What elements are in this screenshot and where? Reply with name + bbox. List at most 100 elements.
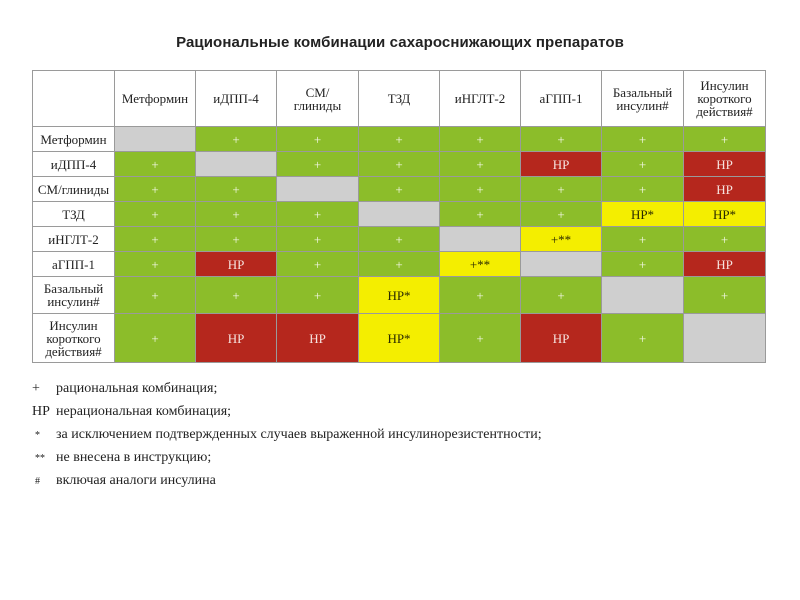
matrix-cell: + [520, 176, 602, 202]
legend-item: * за исключением подтвержденных случаев … [32, 423, 772, 446]
matrix-cell: + [601, 126, 684, 152]
matrix-cell: НР* [683, 201, 766, 227]
column-header-ingl2: иНГЛТ-2 [439, 70, 521, 127]
header-row: Метформин иДПП-4 СМ/ глиниды ТЗД иНГЛТ-2… [32, 70, 766, 127]
matrix-cell: НР [276, 313, 359, 363]
matrix-cell: + [601, 226, 684, 252]
row-header: СМ/глиниды [32, 176, 115, 202]
legend-symbol: * [35, 430, 40, 441]
matrix-cell [195, 151, 277, 177]
matrix-cell: + [276, 226, 359, 252]
column-header-basal-insulin: Базальный инсулин# [601, 70, 684, 127]
legend-symbol: НР [32, 404, 50, 419]
matrix-cell: + [114, 151, 196, 177]
matrix-cell: + [358, 151, 440, 177]
matrix-cell: + [114, 276, 196, 314]
legend-symbol: # [35, 476, 40, 487]
column-header-short-insulin: Инсулин короткого действия# [683, 70, 766, 127]
table-row: Метформин + + + + + + + [32, 126, 766, 152]
matrix-cell: + [358, 176, 440, 202]
matrix-cell: +** [439, 251, 521, 277]
matrix-cell: НР [520, 313, 602, 363]
column-header-idpp4: иДПП-4 [195, 70, 277, 127]
matrix-cell: + [439, 313, 521, 363]
column-header-agpp1: аГПП-1 [520, 70, 602, 127]
matrix-cell: + [358, 226, 440, 252]
matrix-cell: + [276, 276, 359, 314]
matrix-cell: + [114, 201, 196, 227]
matrix-cell: НР [520, 151, 602, 177]
matrix-cell: + [195, 276, 277, 314]
matrix-cell [683, 313, 766, 363]
row-header: иНГЛТ-2 [32, 226, 115, 252]
table-row: иДПП-4 + + + + НР + НР [32, 151, 766, 177]
legend-item: + рациональная комбинация; [32, 377, 772, 400]
table-row: Инсулин короткого действия# + НР НР НР* … [32, 313, 766, 363]
matrix-cell: + [195, 226, 277, 252]
corner-cell [32, 70, 115, 127]
legend: + рациональная комбинация; НР нерационал… [32, 377, 772, 492]
matrix-cell: + [114, 313, 196, 363]
row-header: ТЗД [32, 201, 115, 227]
column-header-sm-glinides: СМ/ глиниды [276, 70, 359, 127]
matrix-cell: + [683, 126, 766, 152]
legend-item: НР нерациональная комбинация; [32, 400, 772, 423]
matrix-cell: + [683, 226, 766, 252]
row-header: иДПП-4 [32, 151, 115, 177]
matrix-cell: + [276, 151, 359, 177]
matrix-cell: + [439, 201, 521, 227]
table-row: Базальный инсулин# + + + НР* + + + [32, 276, 766, 314]
matrix-cell: + [601, 176, 684, 202]
row-header: Метформин [32, 126, 115, 152]
matrix-cell: + [520, 276, 602, 314]
matrix-cell: + [114, 226, 196, 252]
matrix-cell [439, 226, 521, 252]
matrix-cell: +** [520, 226, 602, 252]
matrix-cell: + [276, 126, 359, 152]
matrix-cell: + [195, 126, 277, 152]
matrix-cell: + [358, 251, 440, 277]
matrix-cell: НР* [358, 313, 440, 363]
matrix-cell: + [601, 251, 684, 277]
matrix-cell: + [114, 251, 196, 277]
matrix-cell: НР* [601, 201, 684, 227]
legend-symbol: + [32, 381, 40, 396]
legend-text: за исключением подтвержденных случаев вы… [56, 427, 542, 442]
matrix-cell [520, 251, 602, 277]
legend-symbol: ** [35, 453, 45, 464]
legend-text: включая аналоги инсулина [56, 473, 216, 488]
matrix-cell: + [195, 201, 277, 227]
document-title: Рациональные комбинации сахароснижающих … [176, 34, 624, 51]
matrix-cell [114, 126, 196, 152]
matrix-cell: + [439, 126, 521, 152]
matrix-cell: НР [683, 176, 766, 202]
table-row: СМ/глиниды + + + + + + НР [32, 176, 766, 202]
matrix-cell: + [520, 201, 602, 227]
matrix-cell: + [439, 276, 521, 314]
matrix-cell: НР [683, 151, 766, 177]
matrix-cell [358, 201, 440, 227]
table-row: иНГЛТ-2 + + + + +** + + [32, 226, 766, 252]
legend-item: ** не внесена в инструкцию; [32, 446, 772, 469]
matrix-cell: НР [195, 313, 277, 363]
legend-item: # включая аналоги инсулина [32, 469, 772, 492]
matrix-cell: + [601, 151, 684, 177]
combination-matrix: Метформин иДПП-4 СМ/ глиниды ТЗД иНГЛТ-2… [32, 70, 766, 363]
matrix-cell [601, 276, 684, 314]
matrix-cell: + [439, 151, 521, 177]
column-header-metformin: Метформин [114, 70, 196, 127]
row-header: Базальный инсулин# [32, 276, 115, 314]
matrix-cell: + [520, 126, 602, 152]
matrix-cell: + [276, 201, 359, 227]
table-row: аГПП-1 + НР + + +** + НР [32, 251, 766, 277]
matrix-cell: НР [195, 251, 277, 277]
matrix-cell: + [276, 251, 359, 277]
matrix-cell: + [601, 313, 684, 363]
matrix-cell: НР* [358, 276, 440, 314]
column-header-tzd: ТЗД [358, 70, 440, 127]
matrix-cell: + [439, 176, 521, 202]
legend-text: рациональная комбинация; [56, 381, 218, 396]
table-row: ТЗД + + + + + НР* НР* [32, 201, 766, 227]
legend-text: нерациональная комбинация; [56, 404, 232, 419]
matrix-cell: + [114, 176, 196, 202]
